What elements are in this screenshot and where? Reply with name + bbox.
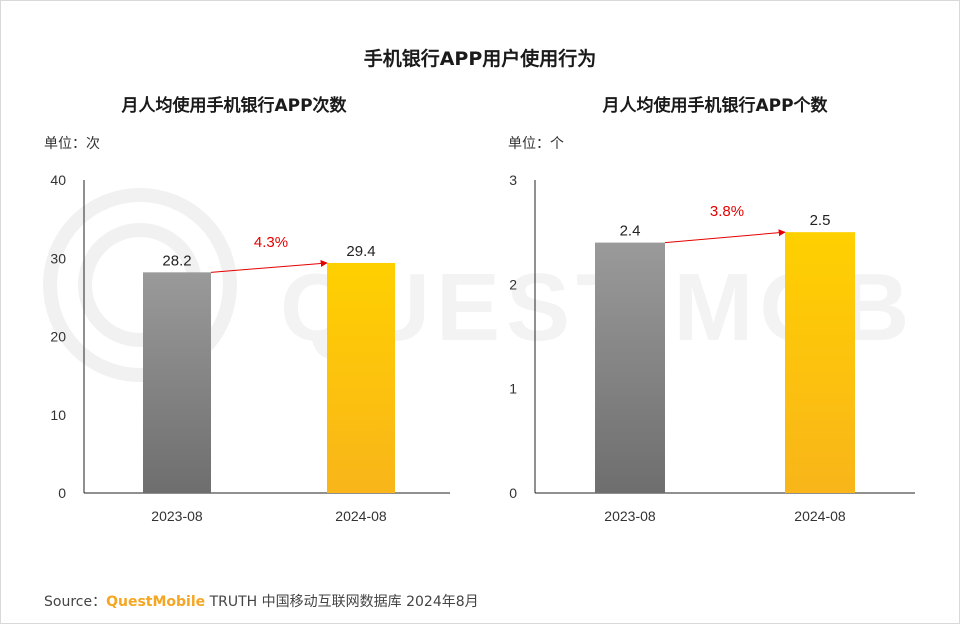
bar-value-label: 2.4 <box>620 223 641 240</box>
growth-arrow <box>210 259 328 273</box>
y-tick-label: 2 <box>509 276 517 292</box>
bar-2024-08 <box>785 232 855 493</box>
growth-arrow <box>664 229 786 244</box>
y-tick-label: 0 <box>509 485 517 501</box>
bar-2023-08 <box>143 272 211 493</box>
main-title: 手机银行APP用户使用行为 <box>363 48 597 70</box>
y-tick-label: 0 <box>58 485 66 501</box>
bar-value-label: 28.2 <box>162 252 191 269</box>
y-tick-label: 20 <box>50 329 66 345</box>
bar-2024-08 <box>327 262 395 493</box>
y-tick-label: 40 <box>50 172 66 188</box>
x-tick-label: 2024-08 <box>335 508 387 524</box>
y-tick-label: 1 <box>509 381 517 397</box>
y-tick-label: 3 <box>509 172 517 188</box>
y-tick-label: 30 <box>50 250 66 266</box>
x-tick-label: 2023-08 <box>604 508 656 524</box>
bar-value-label: 29.4 <box>346 243 375 260</box>
left-unit-label: 单位：次 <box>44 136 100 152</box>
right-bar-chart: 0 1 2 3 2.4 2023-08 2.5 2024-08 3.8% <box>509 172 915 524</box>
left-chart-title: 月人均使用手机银行APP次数 <box>121 96 347 116</box>
bar-2023-08 <box>595 242 665 493</box>
growth-label: 3.8% <box>710 203 744 220</box>
bar-value-label: 2.5 <box>810 212 831 229</box>
x-tick-label: 2024-08 <box>794 508 846 524</box>
growth-label: 4.3% <box>254 234 288 251</box>
source-note: Source：QuestMobile TRUTH 中国移动互联网数据库 2024… <box>44 591 479 611</box>
source-brand: QuestMobile <box>106 594 206 610</box>
x-tick-label: 2023-08 <box>151 508 203 524</box>
left-bar-chart: 0 10 20 30 40 28.2 2023-08 29.4 2024-08 4.3% <box>50 172 450 524</box>
source-prefix: Source： <box>44 594 107 610</box>
right-unit-label: 单位：个 <box>508 136 564 152</box>
source-rest: TRUTH 中国移动互联网数据库 2024年8月 <box>205 594 479 610</box>
right-chart-title: 月人均使用手机银行APP个数 <box>602 96 828 116</box>
y-tick-label: 10 <box>50 407 66 423</box>
